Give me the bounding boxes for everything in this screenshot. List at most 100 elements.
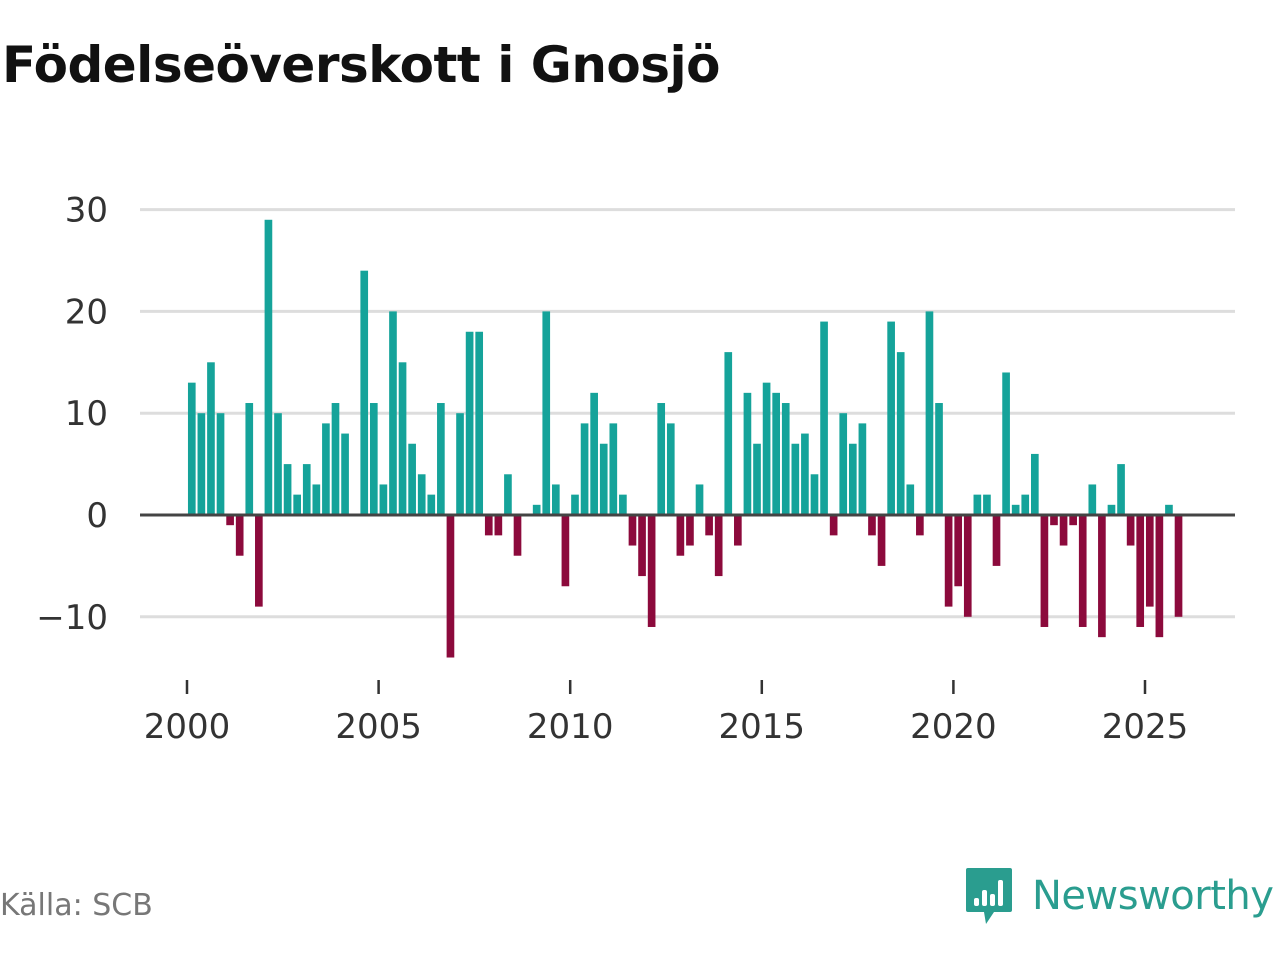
brand-logo[interactable]: Newsworthy xyxy=(964,866,1274,926)
bar xyxy=(504,474,512,515)
x-tick-label: 2015 xyxy=(719,707,806,747)
bar xyxy=(1155,515,1164,638)
bar xyxy=(312,484,321,515)
bar xyxy=(762,382,771,515)
bar xyxy=(379,484,388,515)
bar xyxy=(513,515,522,556)
bar xyxy=(753,443,761,515)
bar xyxy=(427,494,436,515)
bar xyxy=(274,413,282,515)
bar xyxy=(1031,453,1039,515)
bar xyxy=(1088,484,1097,515)
bar xyxy=(868,515,876,536)
bar xyxy=(829,515,838,536)
bar xyxy=(676,515,685,556)
bar xyxy=(561,515,570,587)
bar xyxy=(1011,504,1020,515)
bar xyxy=(293,494,301,515)
bar xyxy=(475,331,484,515)
bar xyxy=(341,433,349,515)
bar xyxy=(552,484,560,515)
bar xyxy=(187,382,196,515)
bar xyxy=(887,321,895,515)
bar xyxy=(772,392,780,515)
bar xyxy=(858,423,867,515)
bar xyxy=(369,403,378,515)
y-tick-label: 20 xyxy=(65,292,108,332)
chart-title: Födelseöverskott i Gnosjö xyxy=(2,36,721,94)
bar xyxy=(801,433,809,515)
bar xyxy=(848,443,857,515)
bars xyxy=(187,219,1183,658)
bar xyxy=(935,403,943,515)
bar xyxy=(494,515,503,536)
bar xyxy=(657,403,666,515)
bar xyxy=(925,311,934,515)
bar xyxy=(724,352,733,515)
bar xyxy=(1078,515,1087,627)
y-tick-label: 30 xyxy=(65,191,108,231)
x-tick-label: 2000 xyxy=(144,707,231,747)
bar xyxy=(963,515,972,617)
bar xyxy=(446,515,455,658)
y-tick-label: −10 xyxy=(36,598,108,638)
bar xyxy=(1107,504,1116,515)
bar xyxy=(906,484,915,515)
bar xyxy=(283,464,292,515)
x-axis: 2000 2005 2010 2015 2020 2025 xyxy=(144,680,1189,747)
bar xyxy=(484,515,493,536)
bar xyxy=(1059,515,1068,546)
gridlines xyxy=(140,208,1235,619)
bar xyxy=(820,321,828,515)
x-tick-label: 2005 xyxy=(335,707,422,747)
bar xyxy=(638,515,646,577)
bar xyxy=(734,515,742,546)
y-tick-label: 0 xyxy=(86,496,108,536)
bar xyxy=(992,515,1001,566)
bar xyxy=(245,403,254,515)
bar xyxy=(628,515,637,546)
bar xyxy=(896,352,905,515)
bar xyxy=(1126,515,1135,546)
bar xyxy=(647,515,656,627)
source-note: Källa: SCB xyxy=(0,888,153,923)
bar xyxy=(839,413,848,515)
brand-name: Newsworthy xyxy=(1032,873,1274,919)
bar xyxy=(877,515,886,566)
bar xyxy=(1002,372,1010,515)
bar xyxy=(686,515,694,546)
bar xyxy=(1050,515,1058,526)
bar xyxy=(590,392,598,515)
bar xyxy=(1098,515,1106,638)
x-tick-label: 2025 xyxy=(1102,707,1189,747)
bar xyxy=(1040,515,1049,627)
x-tick-label: 2020 xyxy=(910,707,997,747)
x-tick-label: 2010 xyxy=(527,707,614,747)
bar xyxy=(542,311,551,515)
bar xyxy=(1165,504,1173,515)
bar xyxy=(302,464,311,515)
bar xyxy=(705,515,713,536)
bar xyxy=(398,362,407,515)
bar xyxy=(437,403,445,515)
bar xyxy=(408,443,416,515)
bar xyxy=(1136,515,1145,627)
bar xyxy=(417,474,426,515)
bar xyxy=(207,362,215,515)
bar xyxy=(954,515,963,587)
bar xyxy=(1145,515,1154,607)
bar xyxy=(609,423,618,515)
bar xyxy=(389,311,397,515)
bar xyxy=(1117,464,1125,515)
bar xyxy=(264,219,273,515)
bar xyxy=(465,331,474,515)
bar xyxy=(235,515,244,556)
bar xyxy=(619,494,627,515)
bar xyxy=(216,413,225,515)
bar xyxy=(983,494,991,515)
bar xyxy=(360,270,369,515)
bar xyxy=(791,443,800,515)
y-axis: −10 0 10 20 30 xyxy=(36,191,108,638)
bar xyxy=(322,423,330,515)
y-tick-label: 10 xyxy=(65,394,108,434)
